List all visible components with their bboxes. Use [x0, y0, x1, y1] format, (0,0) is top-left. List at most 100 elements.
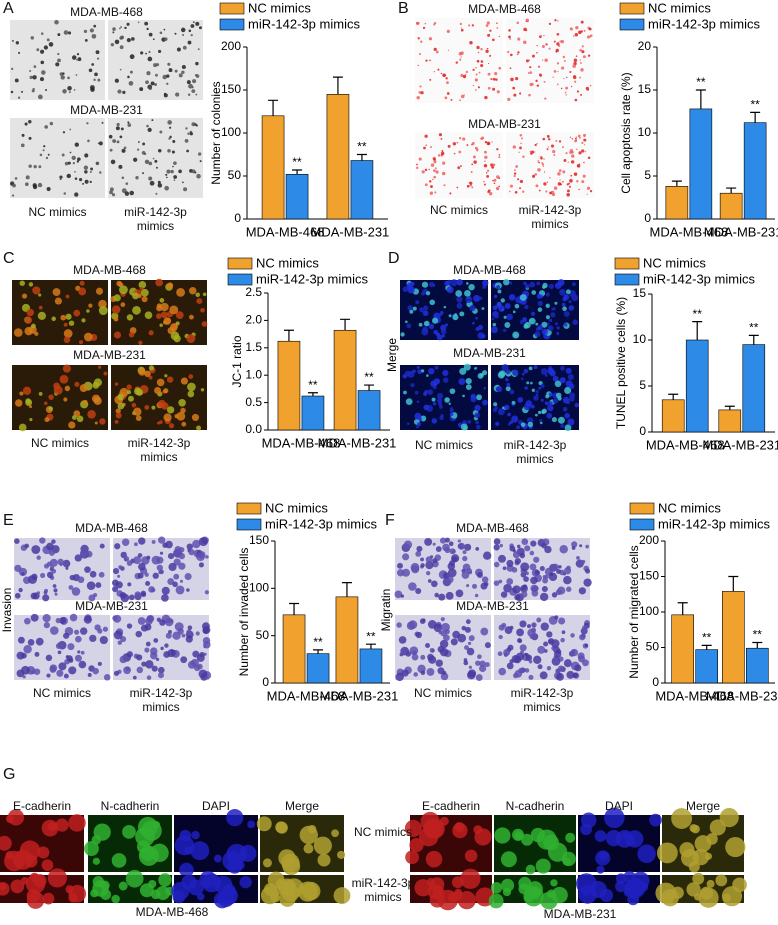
cell: [583, 29, 586, 32]
cell: [159, 420, 163, 424]
cell: [114, 39, 120, 45]
cell: [480, 582, 488, 590]
cell: [445, 323, 449, 327]
cell: [43, 145, 46, 148]
cell: [529, 635, 534, 639]
cell: [468, 635, 475, 642]
cell: [422, 310, 429, 317]
cell: [63, 322, 68, 327]
cell: [442, 369, 449, 377]
cell: [441, 622, 450, 632]
cell: [197, 152, 202, 156]
cell: [528, 59, 531, 62]
cell: [567, 418, 575, 426]
cell: [88, 303, 93, 308]
cell: [94, 72, 98, 77]
cell: [417, 37, 420, 40]
cell: [523, 281, 527, 285]
cell: [409, 837, 424, 853]
bar: [721, 591, 745, 684]
cell: [167, 282, 174, 289]
bar: [671, 614, 695, 684]
cell: [473, 825, 483, 835]
cell: [498, 370, 506, 377]
cell: [45, 88, 48, 91]
cell: [535, 184, 539, 188]
cell: [449, 548, 456, 555]
cell: [692, 848, 710, 866]
cell: [533, 556, 540, 563]
cell: [547, 325, 554, 332]
cell: [444, 280, 450, 287]
cell: [481, 307, 485, 310]
cell: [431, 418, 438, 424]
cell: [598, 850, 609, 861]
cell: [476, 394, 482, 401]
cell: [472, 155, 476, 159]
cell: [425, 570, 431, 576]
cell: [498, 554, 506, 563]
cell: [159, 619, 166, 626]
cell: [512, 585, 521, 594]
error-bar: [752, 641, 763, 649]
cell: [527, 72, 530, 74]
cell: [136, 148, 140, 151]
cell: [418, 91, 422, 94]
cell: [68, 893, 78, 903]
cell: [582, 133, 587, 137]
cell: [521, 372, 525, 376]
bar: [261, 115, 285, 220]
cell: [456, 186, 459, 189]
legend-swatch: [236, 502, 262, 515]
cell: [579, 49, 582, 52]
cell: [523, 576, 529, 583]
cell: [115, 126, 120, 131]
cell: [18, 587, 23, 593]
cell: [511, 400, 516, 405]
cell: [422, 26, 426, 29]
cell: [133, 556, 142, 565]
cell: [179, 862, 194, 878]
cell: [694, 835, 712, 853]
cell: [439, 537, 447, 544]
cell: [477, 51, 480, 54]
cell: [65, 313, 72, 320]
cell: [146, 614, 155, 623]
cell: [123, 146, 127, 150]
cell: [452, 630, 461, 639]
cell: [20, 143, 25, 148]
cell: [57, 58, 61, 63]
cell: [433, 70, 436, 73]
cell: [150, 843, 169, 863]
cell: [549, 191, 553, 195]
cell: [21, 572, 25, 576]
cell: [166, 169, 171, 174]
cell: [413, 672, 418, 677]
cell: [539, 419, 543, 423]
cell: [396, 622, 402, 628]
cell: [173, 161, 177, 165]
cell: [523, 368, 529, 374]
cell: [569, 71, 572, 74]
cell: [0, 883, 7, 891]
cell: [302, 881, 321, 901]
cell: [103, 371, 108, 376]
cell: [475, 546, 480, 551]
channel-label: Merge: [284, 799, 320, 813]
cell: [201, 321, 208, 327]
cell: [205, 555, 209, 559]
bar: [742, 344, 766, 433]
cell: [83, 165, 89, 170]
cell: [566, 193, 570, 197]
cell: [110, 159, 116, 165]
column-label: miR-142-3p mimics: [127, 436, 191, 464]
cell: [458, 542, 466, 550]
cell: [447, 49, 450, 51]
cell: [24, 543, 30, 549]
significance-label: **: [753, 628, 763, 642]
error-bar: [292, 169, 303, 175]
bar: [285, 173, 309, 220]
cell: [530, 584, 539, 593]
cell: [137, 553, 143, 558]
cell: [186, 334, 196, 344]
